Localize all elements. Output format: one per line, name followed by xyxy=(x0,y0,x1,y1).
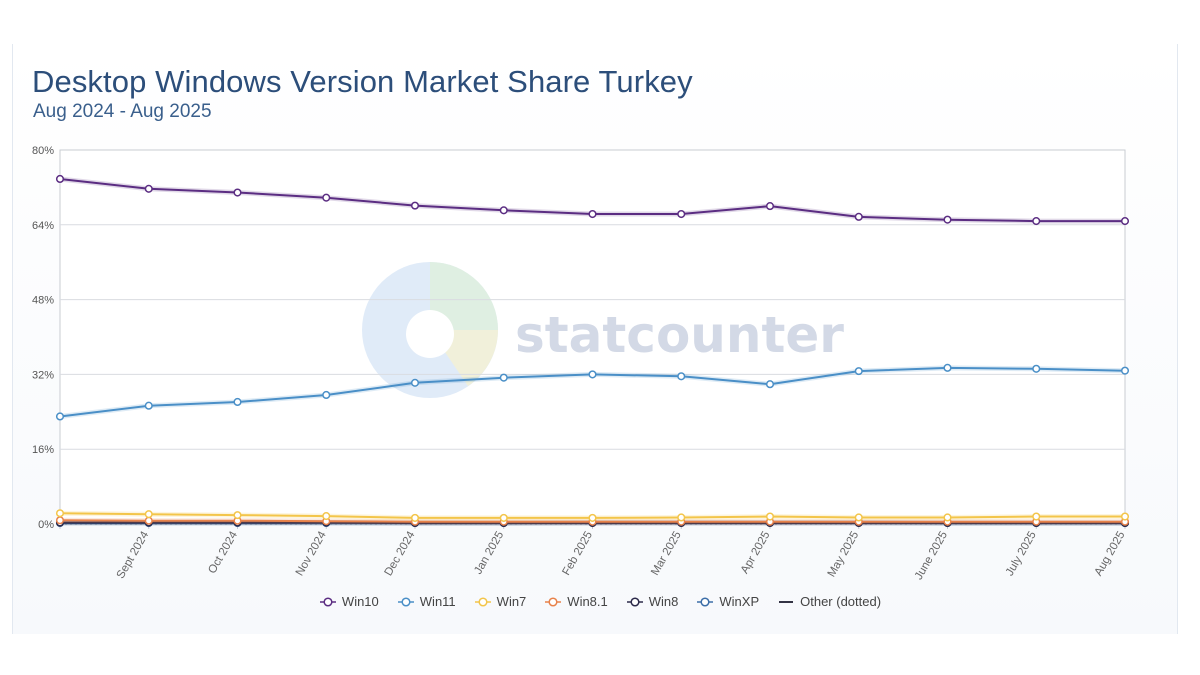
data-point-win7 xyxy=(588,513,597,522)
x-tick-label: Feb 2025 xyxy=(560,530,595,578)
data-point-win10 xyxy=(233,188,242,197)
data-point-win10 xyxy=(588,209,597,219)
data-point-win8-1 xyxy=(55,516,65,525)
legend-item[interactable]: WinXP xyxy=(696,594,759,609)
legend-label: Win10 xyxy=(341,594,379,609)
data-point-win10 xyxy=(943,215,952,224)
data-point-win10 xyxy=(854,212,863,221)
legend-item[interactable]: Win8.1 xyxy=(544,594,608,609)
data-point-win7 xyxy=(1120,512,1130,521)
data-point-win11 xyxy=(233,397,242,407)
legend-item[interactable]: Win8 xyxy=(626,594,679,609)
watermark-logo-hole xyxy=(406,310,454,358)
data-point-win10 xyxy=(144,184,153,193)
x-tick-label: Dec 2024 xyxy=(383,529,418,578)
legend-item[interactable]: Other (dotted) xyxy=(777,594,881,609)
chart-legend: Win10 Win11 Win7 Win8.1 Win8 WinXP Other (dott… xyxy=(0,594,1200,609)
x-tick-label: Oct 2024 xyxy=(206,529,240,576)
x-tick-label: Aug 2025 xyxy=(1093,530,1128,579)
legend-marker-icon xyxy=(626,596,644,608)
data-point-win7 xyxy=(55,509,65,518)
watermark-logo-slice xyxy=(430,262,498,330)
x-tick-label: Nov 2024 xyxy=(294,529,329,578)
data-point-win7 xyxy=(233,511,242,520)
legend-label: Win11 xyxy=(419,594,456,609)
legend-label: Win8 xyxy=(648,594,679,609)
legend-marker-icon xyxy=(397,596,415,608)
data-point-win7 xyxy=(322,512,331,521)
data-point-win7 xyxy=(943,513,952,522)
chart-title: Desktop Windows Version Market Share Tur… xyxy=(32,64,693,99)
legend-label: WinXP xyxy=(719,594,760,609)
chart-subtitle: Aug 2024 - Aug 2025 xyxy=(33,101,212,122)
legend-marker-icon xyxy=(474,596,492,608)
data-point-win10 xyxy=(499,206,508,215)
legend-label: Win7 xyxy=(496,594,527,609)
y-tick-label: 0% xyxy=(38,519,54,531)
data-point-win11 xyxy=(943,363,952,372)
data-point-win11 xyxy=(677,372,686,381)
legend-label: Other (dotted) xyxy=(800,594,882,609)
data-point-win7 xyxy=(765,512,775,521)
x-tick-label: May 2025 xyxy=(826,530,862,580)
x-tick-label: July 2025 xyxy=(1004,530,1039,579)
legend-marker-icon xyxy=(319,596,337,608)
data-point-win10 xyxy=(410,201,420,210)
data-point-win10 xyxy=(1120,217,1130,226)
x-tick-label: Jan 2025 xyxy=(472,530,506,577)
legend-marker-icon xyxy=(777,596,795,608)
data-point-win11 xyxy=(1032,364,1041,373)
x-tick-label: June 2025 xyxy=(913,530,950,583)
data-point-win11 xyxy=(854,367,863,376)
data-point-win7 xyxy=(499,513,508,522)
data-point-win11 xyxy=(144,401,153,410)
legend-item[interactable]: Win7 xyxy=(474,594,527,609)
data-point-win11 xyxy=(322,390,331,400)
data-point-win10 xyxy=(765,202,775,211)
y-tick-label: 48% xyxy=(32,295,54,307)
data-point-win11 xyxy=(588,370,597,379)
y-tick-label: 64% xyxy=(32,220,54,232)
legend-marker-icon xyxy=(696,596,714,608)
legend-marker-icon xyxy=(544,596,562,608)
data-point-win10 xyxy=(677,209,686,219)
data-point-win11 xyxy=(765,380,775,389)
x-tick-label: Sept 2024 xyxy=(115,529,152,581)
legend-item[interactable]: Win10 xyxy=(319,594,379,609)
y-tick-label: 16% xyxy=(32,444,54,456)
data-point-win7 xyxy=(677,513,686,522)
x-tick-label: Mar 2025 xyxy=(649,530,684,578)
data-point-win7 xyxy=(410,513,420,522)
data-point-win11 xyxy=(410,378,420,387)
legend-label: Win8.1 xyxy=(567,594,608,609)
data-point-win11 xyxy=(499,373,508,382)
y-tick-label: 32% xyxy=(32,369,54,381)
data-point-win10 xyxy=(55,174,65,184)
data-point-win11 xyxy=(55,412,65,421)
data-point-win10 xyxy=(322,193,331,202)
watermark-text: statcounter xyxy=(515,306,844,364)
data-point-win11 xyxy=(1120,366,1130,375)
x-tick-label: Apr 2025 xyxy=(739,530,773,576)
line-chart: statcounter 0% 16% 32% 48% 64% 80% Sept 2024 Oct… xyxy=(32,145,1130,583)
data-point-win7 xyxy=(144,510,153,519)
data-point-win7 xyxy=(1032,512,1041,521)
legend-item[interactable]: Win11 xyxy=(397,594,456,609)
data-point-win10 xyxy=(1032,217,1041,226)
data-point-win8-1 xyxy=(144,516,153,525)
y-tick-label: 80% xyxy=(32,145,54,157)
data-point-win7 xyxy=(854,513,863,522)
